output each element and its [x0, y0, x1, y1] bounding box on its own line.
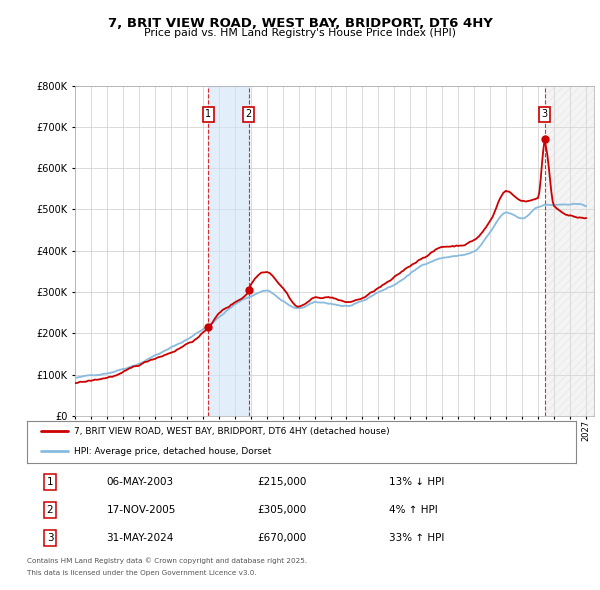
Text: Price paid vs. HM Land Registry's House Price Index (HPI): Price paid vs. HM Land Registry's House …: [144, 28, 456, 38]
Text: HPI: Average price, detached house, Dorset: HPI: Average price, detached house, Dors…: [74, 447, 271, 455]
Text: 1: 1: [205, 110, 211, 119]
Text: 1: 1: [47, 477, 53, 487]
Text: 17-NOV-2005: 17-NOV-2005: [107, 504, 176, 514]
Text: 31-MAY-2024: 31-MAY-2024: [107, 533, 174, 543]
Text: 3: 3: [542, 110, 548, 119]
Text: £305,000: £305,000: [257, 504, 307, 514]
Text: 7, BRIT VIEW ROAD, WEST BAY, BRIDPORT, DT6 4HY: 7, BRIT VIEW ROAD, WEST BAY, BRIDPORT, D…: [107, 17, 493, 30]
Text: 33% ↑ HPI: 33% ↑ HPI: [389, 533, 445, 543]
Text: 4% ↑ HPI: 4% ↑ HPI: [389, 504, 438, 514]
Text: Contains HM Land Registry data © Crown copyright and database right 2025.: Contains HM Land Registry data © Crown c…: [27, 557, 307, 563]
Text: 06-MAY-2003: 06-MAY-2003: [107, 477, 174, 487]
Text: 2: 2: [245, 110, 252, 119]
Text: 2: 2: [47, 504, 53, 514]
Text: 13% ↓ HPI: 13% ↓ HPI: [389, 477, 445, 487]
Text: £215,000: £215,000: [257, 477, 307, 487]
Text: This data is licensed under the Open Government Licence v3.0.: This data is licensed under the Open Gov…: [27, 570, 257, 576]
Bar: [208, 86, 249, 416]
Text: 7, BRIT VIEW ROAD, WEST BAY, BRIDPORT, DT6 4HY (detached house): 7, BRIT VIEW ROAD, WEST BAY, BRIDPORT, D…: [74, 427, 389, 436]
Text: £670,000: £670,000: [257, 533, 307, 543]
Bar: [545, 86, 594, 416]
Text: 3: 3: [47, 533, 53, 543]
